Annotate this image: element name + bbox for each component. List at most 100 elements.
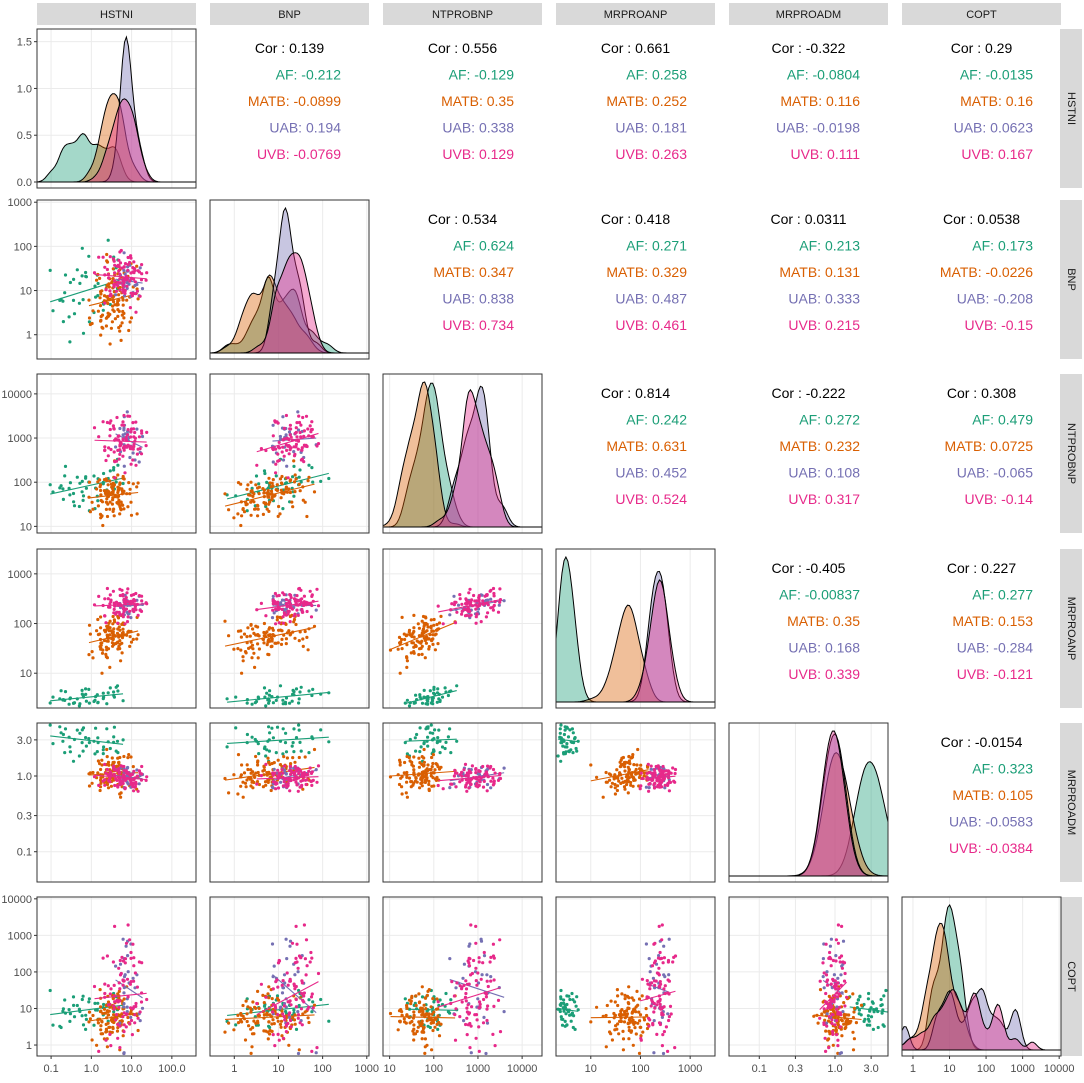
scatter-point-uvb	[479, 620, 483, 624]
scatter-point-uvb	[120, 588, 124, 592]
scatter-point-uvb	[822, 971, 826, 975]
scatter-point-matb	[111, 304, 115, 308]
scatter-point-matb	[420, 1030, 424, 1034]
regression-line-matb	[590, 769, 649, 782]
scatter-point-uvb	[292, 773, 297, 777]
scatter-point-af	[574, 1004, 578, 1008]
scatter-point-matb	[257, 492, 261, 496]
scatter-point-matb	[120, 1019, 124, 1023]
scatter-point-af	[297, 475, 301, 479]
scatter-point-uvb	[105, 954, 109, 958]
scatter-point-af	[562, 732, 567, 737]
scatter-point-matb	[272, 761, 276, 765]
scatter-point-uvb	[482, 779, 486, 784]
density-curve-uvb	[901, 989, 1061, 1051]
scatter-point-matb	[632, 763, 636, 767]
scatter-point-af	[81, 298, 85, 302]
scatter-point-matb	[271, 1018, 275, 1022]
panel-background	[729, 723, 888, 882]
scatter-point-uvb	[128, 1021, 132, 1026]
scatter-point-uab	[480, 973, 484, 977]
scatter-point-matb	[262, 1001, 266, 1005]
x-tick-label: 0.3	[788, 1063, 803, 1075]
scatter-point-matb	[622, 785, 627, 789]
scatter-point-uvb	[103, 614, 107, 618]
scatter-point-matb	[293, 490, 297, 494]
scatter-point-matb	[135, 512, 139, 516]
scatter-point-uvb	[287, 452, 291, 456]
scatter-point-uvb	[299, 435, 303, 439]
scatter-point-matb	[634, 767, 638, 772]
scatter-point-uvb	[465, 1033, 469, 1037]
scatter-point-matb	[420, 784, 424, 788]
scatter-point-uab	[462, 1019, 466, 1023]
scatter-point-uab	[485, 973, 489, 977]
scatter-point-uvb	[134, 780, 138, 785]
scatter-point-uvb	[466, 1003, 470, 1007]
scatter-point-af	[292, 1008, 296, 1012]
scatter-point-matb	[266, 1030, 270, 1034]
scatter-point-af	[294, 1027, 299, 1031]
scatter-point-uvb	[476, 605, 480, 609]
scatter-point-matb	[405, 770, 409, 775]
scatter-point-matb	[430, 765, 434, 769]
scatter-point-uab	[272, 611, 276, 615]
scatter-point-matb	[126, 505, 130, 509]
scatter-point-matb	[411, 764, 415, 768]
scatter-point-uvb	[468, 609, 472, 613]
y-tick-label: 0.5	[17, 130, 32, 142]
x-tick-label: 10	[384, 1063, 396, 1075]
cor-uab-label: UAB: 0.168	[788, 640, 860, 656]
scatter-point-matb	[400, 647, 404, 651]
scatter-point-matb	[105, 782, 110, 787]
scatter-point-uvb	[284, 1024, 288, 1028]
scatter-point-uvb	[299, 1007, 303, 1011]
scatter-point-af	[865, 1023, 870, 1027]
scatter-point-uvb	[464, 597, 468, 601]
scatter-point-matb	[267, 476, 271, 480]
scatter-point-matb	[626, 1021, 630, 1025]
panel-border	[901, 896, 1062, 1057]
scatter-point-uvb	[288, 423, 292, 427]
scatter-point-uvb	[836, 923, 841, 927]
scatter-point-af	[87, 1000, 91, 1004]
scatter-point-matb	[248, 634, 252, 638]
scatter-point-matb	[117, 326, 121, 330]
scatter-point-matb	[254, 754, 258, 759]
cor-af-label: AF: 0.258	[626, 67, 687, 83]
scatter-point-af	[449, 751, 453, 755]
scatter-point-uvb	[92, 271, 97, 275]
scatter-point-matb	[265, 507, 269, 511]
scatter-point-af	[429, 723, 433, 727]
scatter-point-matb	[223, 619, 227, 623]
scatter-point-matb	[628, 762, 632, 766]
scatter-point-af	[422, 695, 426, 699]
scatter-point-matb	[435, 622, 439, 627]
scatter-point-uvb	[130, 294, 134, 298]
scatter-point-af	[567, 749, 571, 753]
scatter-point-uab	[282, 1002, 287, 1006]
scatter-point-matb	[261, 769, 265, 773]
scatter-point-uvb	[140, 594, 144, 598]
scatter-point-matb	[419, 646, 423, 651]
column-strip-bnp	[210, 3, 369, 25]
scatter-point-uvb	[310, 1049, 314, 1053]
scatter-point-af	[80, 741, 84, 745]
scatter-point-uvb	[97, 783, 101, 788]
scatter-point-uvb	[474, 615, 478, 619]
scatter-point-uvb	[129, 980, 133, 984]
scatter-point-uvb	[492, 594, 496, 598]
scatter-point-matb	[246, 483, 250, 487]
scatter-point-uvb	[296, 789, 300, 793]
scatter-point-uvb	[264, 995, 268, 999]
scatter-point-matb	[623, 997, 627, 1001]
scatter-point-matb	[254, 633, 258, 637]
scatter-point-uvb	[133, 436, 137, 440]
scatter-point-uvb	[274, 607, 278, 611]
scatter-point-af	[80, 997, 84, 1002]
scatter-point-uvb	[484, 995, 488, 999]
scatter-point-uvb	[116, 284, 120, 288]
scatter-point-af	[84, 270, 88, 275]
scatter-point-af	[455, 739, 459, 743]
scatter-point-uvb	[134, 463, 138, 467]
